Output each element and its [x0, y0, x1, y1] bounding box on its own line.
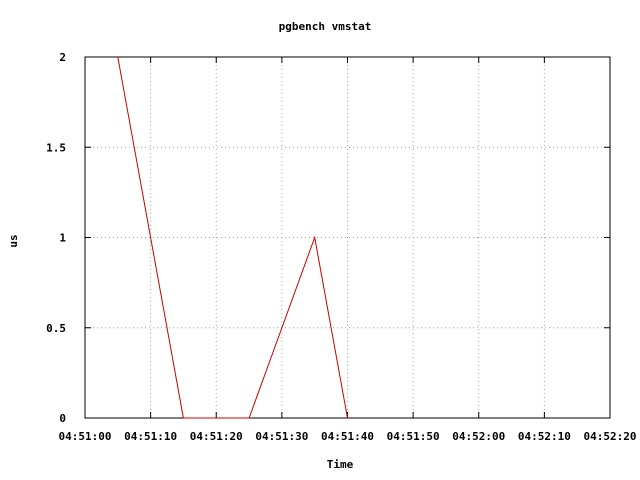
x-tick-label: 04:51:20	[190, 430, 243, 443]
series-line	[117, 56, 348, 419]
y-tick-label: 0	[59, 412, 66, 425]
series-layer	[117, 56, 348, 419]
x-tick-label: 04:52:00	[452, 430, 505, 443]
y-tick-label: 1.5	[46, 141, 66, 154]
x-tick-label: 04:52:10	[518, 430, 571, 443]
axis-ticks	[84, 56, 611, 419]
x-tick-label: 04:52:20	[584, 430, 637, 443]
x-tick-label: 04:51:40	[321, 430, 374, 443]
x-tick-label: 04:51:30	[255, 430, 308, 443]
y-tick-label: 2	[59, 51, 66, 64]
x-axis-label: Time	[327, 458, 354, 471]
tick-labels: 04:51:00 04:51:10 04:51:20 04:51:30 04:51:40…	[46, 51, 636, 443]
x-tick-label: 04:51:10	[124, 430, 177, 443]
x-tick-label: 04:51:50	[387, 430, 440, 443]
y-axis-label: us	[7, 234, 20, 247]
grid-lines	[85, 57, 610, 418]
x-tick-label: 04:51:00	[59, 430, 112, 443]
y-tick-label: 1	[59, 232, 66, 245]
chart-title: pgbench vmstat	[279, 20, 372, 33]
y-tick-label: 0.5	[46, 322, 66, 335]
